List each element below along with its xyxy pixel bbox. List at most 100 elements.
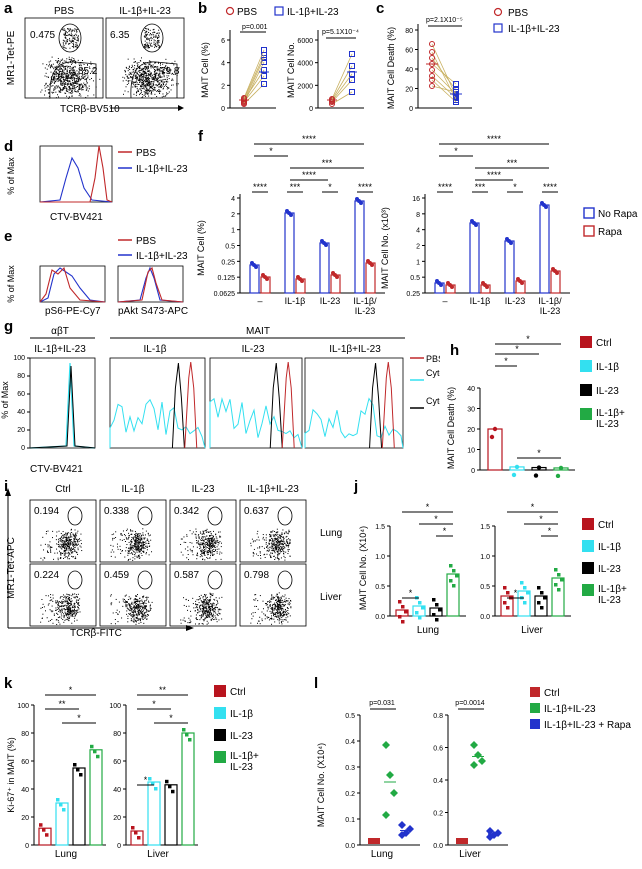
flow-dot xyxy=(139,611,141,613)
flow-dot xyxy=(129,549,131,551)
flow-dot xyxy=(268,606,270,608)
flow-dot xyxy=(73,70,75,72)
flow-dot xyxy=(146,75,148,77)
flow-dot xyxy=(278,541,280,543)
flow-dot xyxy=(53,76,55,78)
flow-dot xyxy=(54,609,56,611)
flow-dot xyxy=(203,607,205,609)
flow-dot xyxy=(69,613,71,615)
flow-dot xyxy=(117,613,119,615)
flow-dot xyxy=(137,541,139,543)
y-axis-label: MAIT Cell No. (X10⁴) xyxy=(316,743,326,827)
flow-dot xyxy=(142,596,144,598)
flow-dot xyxy=(86,79,88,81)
flow-dot xyxy=(267,608,269,610)
flow-dot xyxy=(142,542,144,544)
panel-i: i Ctrl IL-1β IL-23 IL-1β+IL-23 0.194 0.338 0.3… xyxy=(0,478,350,639)
flow-dot xyxy=(171,78,173,80)
histogram-line xyxy=(304,397,404,449)
flow-dot xyxy=(130,529,132,531)
flow-dot xyxy=(208,531,210,533)
flow-dot xyxy=(195,540,197,542)
bar xyxy=(534,595,548,617)
flow-dot xyxy=(77,539,79,541)
flow-dot xyxy=(203,600,205,602)
flow-dot xyxy=(203,554,205,556)
panel-a: a PBS IL-1β+IL-23 0.475 6.35 85.2 79.8 M… xyxy=(0,0,190,125)
flow-dot xyxy=(66,76,68,78)
flow-dot xyxy=(133,621,135,623)
flow-dot xyxy=(213,545,215,547)
flow-dot xyxy=(87,64,89,66)
flow-dot xyxy=(132,603,134,605)
flow-dot xyxy=(145,47,147,49)
flow-dot xyxy=(134,614,136,616)
flow-dot xyxy=(137,545,139,547)
flow-dot xyxy=(60,70,62,72)
flow-dot xyxy=(64,537,66,539)
flow-dot xyxy=(62,82,64,84)
flow-dot xyxy=(274,544,276,546)
flow-dot xyxy=(59,609,61,611)
flow-dot xyxy=(276,548,278,550)
flow-dot xyxy=(210,602,212,604)
p-value: p=0.001 xyxy=(242,24,268,31)
flow-dot xyxy=(258,620,260,622)
flow-dot xyxy=(134,610,136,612)
flow-dot xyxy=(64,548,66,550)
flow-dot xyxy=(145,542,147,544)
pbs-point xyxy=(429,67,435,73)
flow-dot xyxy=(210,607,212,609)
flow-dot xyxy=(208,535,210,537)
flow-dot xyxy=(175,83,177,85)
flow-dot xyxy=(142,528,144,530)
flow-dot xyxy=(270,552,272,554)
flow-dot xyxy=(55,97,57,99)
flow-dot xyxy=(72,548,74,550)
flow-dot xyxy=(145,71,147,73)
flow-dot xyxy=(281,619,283,621)
flow-dot xyxy=(148,95,150,97)
flow-dot xyxy=(121,539,123,541)
flow-dot xyxy=(202,552,204,554)
bar xyxy=(147,781,161,846)
data-point xyxy=(557,588,561,592)
flow-dot xyxy=(70,603,72,605)
flow-dot xyxy=(69,598,71,600)
flow-dot xyxy=(157,79,159,81)
flow-dot xyxy=(191,542,193,544)
flow-dot xyxy=(136,603,138,605)
flow-dot xyxy=(285,551,287,553)
flow-dot xyxy=(279,608,281,610)
sig-mark: **** xyxy=(358,182,373,192)
flow-dot xyxy=(159,79,161,81)
flow-dot xyxy=(50,550,52,552)
flow-dot xyxy=(83,64,85,66)
flow-dot xyxy=(83,82,85,84)
flow-dot xyxy=(281,607,283,609)
flow-dot xyxy=(67,90,69,92)
flow-dot xyxy=(126,601,128,603)
flow-dot xyxy=(69,612,71,614)
flow-dot xyxy=(59,65,61,67)
flow-dot xyxy=(56,543,58,545)
flow-dot xyxy=(217,615,219,617)
flow-dot xyxy=(278,620,280,622)
flow-dot xyxy=(58,605,60,607)
flow-dot xyxy=(72,607,74,609)
flow-dot xyxy=(62,598,64,600)
flow-dot xyxy=(124,600,126,602)
flow-dot xyxy=(277,605,279,607)
flow-dot xyxy=(206,535,208,537)
flow-dot xyxy=(140,612,142,614)
flow-dot xyxy=(69,539,71,541)
tick-label: 0.0 xyxy=(345,843,355,850)
category-label: IL-23 xyxy=(540,306,561,316)
flow-dot xyxy=(68,43,70,45)
flow-dot xyxy=(77,82,79,84)
flow-dot xyxy=(202,605,204,607)
flow-dot xyxy=(141,542,143,544)
flow-dot xyxy=(127,618,129,620)
flow-dot xyxy=(271,611,273,613)
